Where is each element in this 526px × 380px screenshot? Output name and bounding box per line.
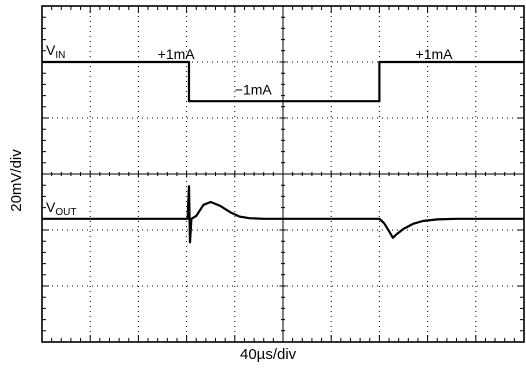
series-label-vin: VIN (46, 42, 65, 61)
series-label-vout: VOUT (46, 199, 76, 218)
x-axis-label: 40µs/div (240, 346, 297, 363)
annotation-label: −1mA (235, 81, 273, 97)
plot-frame (41, 5, 525, 343)
series-trace-vout (42, 185, 524, 244)
y-axis-label-wrap: 20mV/div (2, 90, 30, 270)
series-trace-vin (42, 60, 524, 103)
y-axis-label: 20mV/div (7, 148, 25, 212)
annotation-label: +1mA (158, 46, 196, 62)
minor-ticks (42, 6, 524, 342)
annotation-label: +1mA (416, 46, 454, 62)
